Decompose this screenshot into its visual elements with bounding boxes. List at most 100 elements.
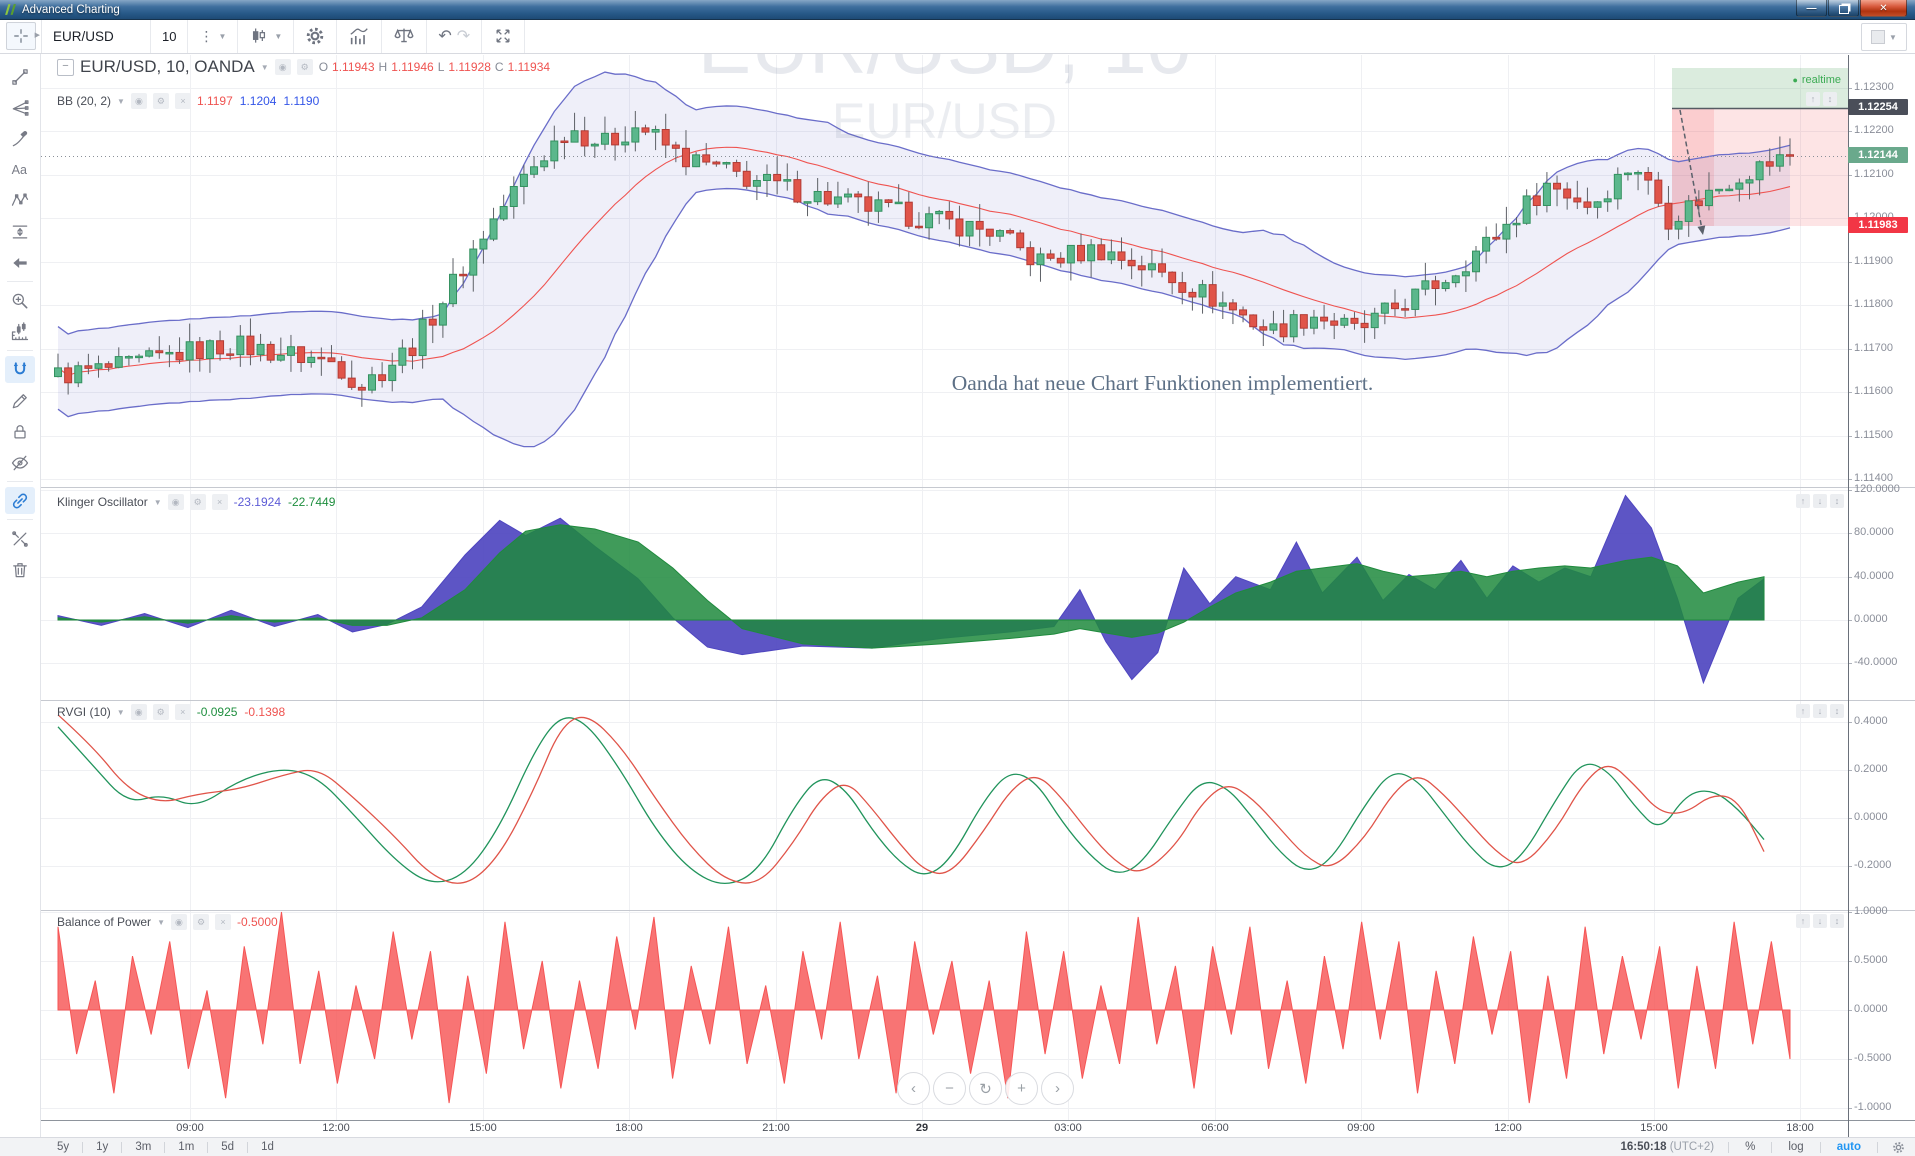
text-tool-button[interactable]: Aa: [5, 156, 35, 183]
close-icon[interactable]: ×: [214, 914, 231, 930]
brush-tool-button[interactable]: [5, 125, 35, 152]
pane-maximize-button[interactable]: ↕: [1830, 914, 1844, 928]
gear-icon[interactable]: ⚙: [192, 914, 209, 930]
price-axis-label: 1.12300: [1849, 81, 1894, 93]
pane-up-button[interactable]: ↑: [1796, 494, 1810, 508]
pane-up-button[interactable]: ↑: [1796, 704, 1810, 718]
bop-legend: Balance of Power ▼ ◉ ⚙ × -0.5000: [57, 914, 278, 930]
bop-title[interactable]: Balance of Power: [57, 915, 152, 929]
reset-view-button[interactable]: ↻: [969, 1072, 1002, 1105]
time-axis-label: 21:00: [762, 1122, 790, 1134]
close-icon[interactable]: ×: [211, 494, 228, 510]
minimize-button[interactable]: —: [1796, 0, 1827, 17]
arrow-left-icon: [13, 257, 27, 268]
sync-drawings-button[interactable]: [5, 487, 35, 514]
time-axis-label: 09:00: [1347, 1122, 1375, 1134]
klinger-legend: Klinger Oscillator ▼ ◉ ⚙ × -23.1924 -22.7…: [57, 494, 336, 510]
chevron-down-icon[interactable]: ▼: [117, 96, 125, 106]
trend-line-icon: [12, 68, 28, 85]
app-icon: [5, 4, 16, 15]
price-badge: 1.12254: [1848, 99, 1908, 115]
undo-button[interactable]: ↶: [438, 28, 452, 45]
back-button[interactable]: [5, 249, 35, 276]
lock-icon: [14, 424, 26, 438]
gear-icon[interactable]: ⚙: [296, 59, 313, 75]
lock-drawings-button[interactable]: [5, 418, 35, 445]
range-button-5y[interactable]: 5y: [57, 1141, 70, 1153]
chevron-down-icon[interactable]: ▼: [260, 62, 269, 72]
eye-icon[interactable]: ◉: [167, 494, 184, 510]
indicators-button[interactable]: [337, 19, 383, 53]
pitchfork-tool-button[interactable]: [5, 94, 35, 121]
pane-maximize-button[interactable]: ↕: [1830, 494, 1844, 508]
time-axis[interactable]: 09:00 12:00 15:00 18:00 21:00 29 03:00 06:00 09:…: [0, 1121, 1915, 1138]
fullscreen-button[interactable]: [482, 19, 526, 53]
scales-icon: [394, 28, 414, 43]
range-button-1d[interactable]: 1d: [261, 1141, 274, 1153]
legend-symbol-title[interactable]: EUR/USD, 10, OANDA: [80, 57, 255, 76]
chevron-down-icon[interactable]: ▼: [157, 917, 165, 927]
price-axis[interactable]: 1.123001.122001.121001.120001.119001.118…: [1848, 0, 1915, 1156]
pane-down-button[interactable]: ↓: [1813, 494, 1827, 508]
close-icon[interactable]: ×: [174, 704, 191, 720]
range-button-5d[interactable]: 5d: [221, 1141, 235, 1153]
drawing-mode-button[interactable]: [5, 387, 35, 414]
compare-button[interactable]: ⋮ ▼: [188, 19, 239, 53]
hide-drawings-button[interactable]: [5, 449, 35, 476]
range-button-1m[interactable]: 1m: [178, 1141, 195, 1153]
chevron-down-icon[interactable]: ▼: [153, 497, 162, 507]
pane-down-button[interactable]: ↓: [1813, 704, 1827, 718]
redo-button[interactable]: ↷: [456, 28, 471, 45]
gear-icon[interactable]: ⚙: [152, 704, 169, 720]
klinger-title[interactable]: Klinger Oscillator: [57, 495, 148, 509]
chart-style-button[interactable]: ▼: [238, 19, 295, 53]
compare-scales-button[interactable]: [382, 19, 428, 53]
range-button-3m[interactable]: 3m: [135, 1141, 152, 1153]
pane-up-button[interactable]: ↑: [1796, 914, 1810, 928]
magnet-button[interactable]: [5, 356, 35, 383]
trash-button[interactable]: [5, 556, 35, 583]
pane-down-button[interactable]: ↓: [1813, 914, 1827, 928]
close-button[interactable]: ✕: [1860, 0, 1907, 17]
ohlc-values: O 1.11943 H 1.11946 L 1.11928 C 1.11934: [318, 60, 551, 74]
snapshot-button[interactable]: ▼: [1861, 23, 1907, 51]
rvgi-title[interactable]: RVGI (10): [57, 705, 111, 719]
scroll-right-button[interactable]: ›: [1041, 1072, 1074, 1105]
eye-icon[interactable]: ◉: [170, 914, 187, 930]
pane-maximize-button[interactable]: ↕: [1823, 92, 1837, 106]
zoom-out-button[interactable]: −: [933, 1072, 966, 1105]
trash-icon: [13, 562, 27, 577]
trend-line-tool-button[interactable]: [5, 63, 35, 90]
pane-maximize-button[interactable]: ↕: [1830, 704, 1844, 718]
range-button-1y[interactable]: 1y: [96, 1141, 109, 1153]
zoom-in-button[interactable]: +: [1005, 1072, 1038, 1105]
percent-scale-button[interactable]: %: [1745, 1141, 1756, 1153]
eye-icon[interactable]: ◉: [274, 59, 291, 75]
auto-scale-button[interactable]: auto: [1836, 1141, 1861, 1153]
gear-icon[interactable]: ⚙: [189, 494, 206, 510]
gear-icon[interactable]: ⚙: [152, 93, 169, 109]
log-scale-button[interactable]: log: [1788, 1141, 1804, 1153]
eye-icon[interactable]: ◉: [130, 93, 147, 109]
xabcd-pattern-tool-button[interactable]: [5, 187, 35, 214]
measure-tool-button[interactable]: [5, 318, 35, 345]
symbol-input[interactable]: EUR/USD: [42, 19, 151, 53]
bb-title[interactable]: BB (20, 2): [57, 94, 112, 108]
restore-button[interactable]: [1828, 0, 1859, 17]
scroll-left-button[interactable]: ‹: [897, 1072, 930, 1105]
object-tools-button[interactable]: [5, 525, 35, 552]
collapse-icon[interactable]: −: [57, 58, 74, 76]
interval-button[interactable]: 10: [151, 19, 189, 53]
crosshair-tool-button[interactable]: ▶: [0, 19, 42, 53]
clock: 16:50:18 (UTC+2): [1620, 1141, 1715, 1153]
zoom-in-tool-button[interactable]: [5, 287, 35, 314]
close-icon[interactable]: ×: [174, 93, 191, 109]
settings-gear-button[interactable]: [1878, 1141, 1905, 1154]
forecast-tool-button[interactable]: [5, 218, 35, 245]
chart-annotation-text[interactable]: Oanda hat neue Chart Funktionen implemen…: [951, 371, 1374, 395]
pane-up-button[interactable]: ↑: [1806, 92, 1820, 106]
chart-properties-button[interactable]: [294, 19, 338, 53]
chevron-down-icon[interactable]: ▼: [116, 707, 125, 717]
eye-icon[interactable]: ◉: [130, 704, 147, 720]
